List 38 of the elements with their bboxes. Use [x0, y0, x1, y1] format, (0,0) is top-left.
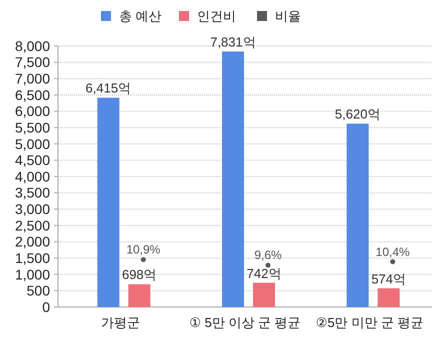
bar — [128, 284, 150, 307]
bar — [378, 288, 400, 307]
data-label: 6,415억 — [86, 80, 132, 96]
data-label: 5,620억 — [334, 106, 380, 122]
data-label: 9,6% — [254, 248, 282, 262]
y-tick-label: 6,000 — [14, 103, 50, 120]
bar — [253, 282, 275, 307]
bar — [97, 98, 120, 307]
y-tick-label: 2,500 — [14, 217, 50, 234]
y-tick-label: 7,500 — [14, 54, 50, 70]
bar — [222, 52, 244, 307]
data-label: 698억 — [122, 267, 157, 282]
legend-label: 인건비 — [197, 8, 236, 24]
data-label: 10,9% — [126, 242, 161, 257]
y-tick-label: 1,000 — [14, 266, 50, 282]
y-tick-label: 500 — [26, 282, 50, 299]
y-tick-label: 3,000 — [14, 201, 50, 218]
y-tick-label: 2,000 — [14, 234, 50, 250]
y-tick-label: 4,000 — [14, 168, 50, 184]
x-tick-label: 가평군 — [100, 315, 140, 330]
y-tick-label: 7,000 — [14, 70, 50, 87]
y-tick-label: 5,500 — [14, 119, 50, 136]
y-tick-label: 6,500 — [14, 86, 50, 103]
y-tick-label: 5,000 — [14, 136, 50, 152]
bar — [346, 124, 369, 307]
x-tick-label: ②5만 미만 군 평균 — [316, 315, 424, 330]
data-label: 574억 — [371, 271, 406, 286]
legend-label: 총 예산 — [119, 8, 162, 24]
y-tick-label: 1,500 — [14, 250, 50, 266]
legend-label: 비율 — [275, 8, 301, 24]
data-label: 742억 — [246, 266, 282, 281]
y-tick-label: 4,500 — [14, 152, 50, 168]
y-tick-label: 8,000 — [14, 38, 50, 54]
x-tick-label: ① 5만 이상 군 평균 — [189, 315, 301, 330]
y-tick-label: 0 — [42, 298, 50, 315]
y-tick-label: 3,500 — [14, 184, 50, 201]
data-label: 7,831억 — [210, 34, 256, 50]
data-label: 10,4% — [376, 244, 410, 259]
